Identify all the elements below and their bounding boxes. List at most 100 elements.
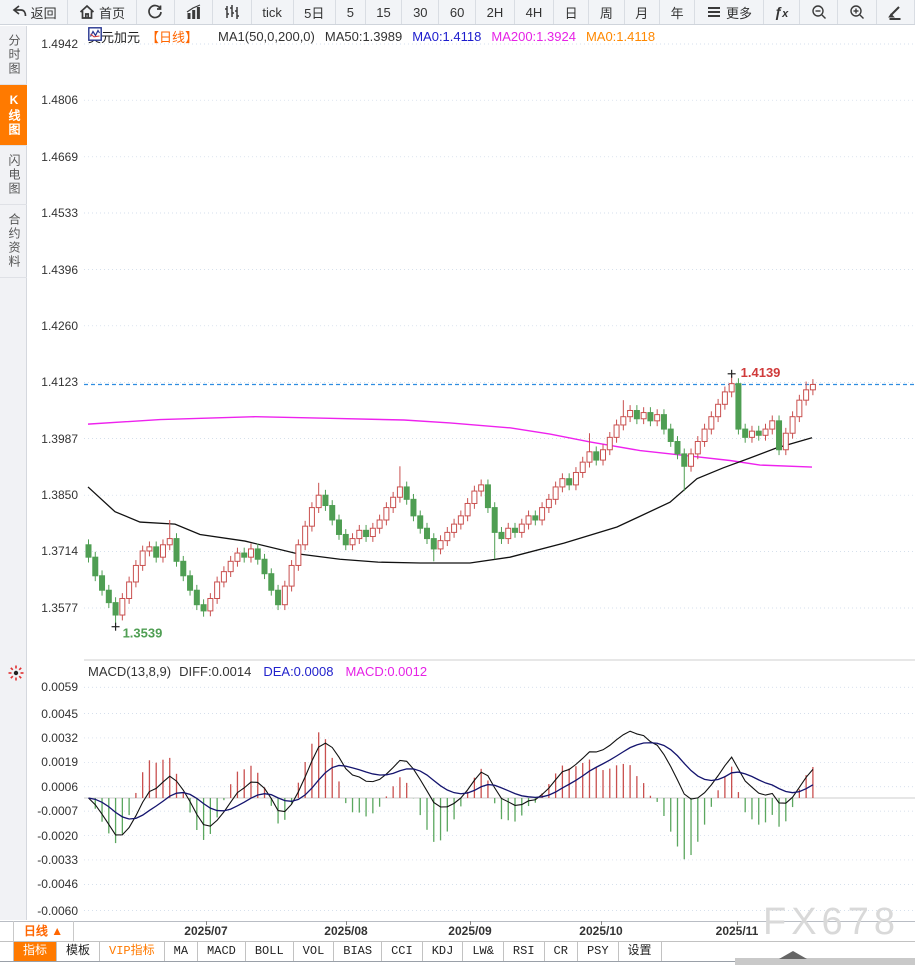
refresh-icon: [147, 4, 163, 20]
indicator-tab-PSY[interactable]: PSY: [578, 942, 619, 961]
toolbar-label: 4H: [525, 4, 543, 20]
macd-tick-label: -0.0060: [37, 903, 78, 918]
menu-icon: [706, 4, 722, 20]
pencil-icon: [887, 4, 903, 20]
toolbar-label: tick: [262, 4, 282, 20]
bar-chart-icon: [186, 4, 202, 20]
price-tick-label: 1.4260: [41, 318, 78, 333]
toolbar-label: 年: [670, 5, 684, 21]
toolbar-button-15[interactable]: 15: [366, 0, 403, 24]
macd-tick-label: 0.0006: [41, 779, 78, 794]
indicator-tab-CCI[interactable]: CCI: [382, 942, 423, 961]
toolbar-fx-icon[interactable]: ƒx: [764, 0, 800, 24]
indicator-tab-CR[interactable]: CR: [545, 942, 578, 961]
toolbar-button-60[interactable]: 60: [439, 0, 477, 24]
toolbar-button-5[interactable]: 5: [336, 0, 366, 24]
indicator-tab-MACD[interactable]: MACD: [198, 942, 246, 961]
toolbar-button-30[interactable]: 30: [402, 0, 440, 24]
macd-tick-label: -0.0020: [37, 828, 78, 843]
macd-tick-label: 0.0045: [41, 706, 78, 721]
price-tick-label: 1.3850: [41, 488, 78, 503]
chart-plot-area[interactable]: 1.4139 1.3539 美元加元 【日线】 MA1(50,0,200,0) MA50…: [84, 26, 915, 921]
toolbar-label: 5日: [304, 5, 325, 21]
zoom-out-icon: [811, 4, 827, 20]
toolbar-label: 2H: [486, 4, 504, 20]
indicator-tab-VOL[interactable]: VOL: [294, 942, 335, 961]
macd-tick-label: -0.0046: [37, 877, 78, 892]
fx-icon: ƒx: [774, 4, 789, 20]
toolbar-label: 日: [564, 5, 578, 21]
price-tick-label: 1.4669: [41, 149, 78, 164]
toolbar-label: 5: [346, 4, 354, 20]
toolbar-button-2H[interactable]: 2H: [476, 0, 515, 24]
sidebar-tab-K线图[interactable]: K线图: [0, 85, 27, 146]
sidebar-tab-合约资料[interactable]: 合约资料: [0, 205, 27, 278]
toolbar-zoom-in-icon[interactable]: [838, 0, 877, 24]
toolbar-button-5日[interactable]: 5日: [294, 0, 337, 24]
toolbar-button-tick[interactable]: tick: [252, 0, 294, 24]
toolbar-button-首页[interactable]: 首页: [68, 0, 137, 24]
indicator-tab-LW&[interactable]: LW&: [463, 942, 504, 961]
indicator-tab-KDJ[interactable]: KDJ: [423, 942, 464, 961]
top-toolbar: 返回 首页 tick 5日 5 15 30 60 2H 4H 日 周 月 年 更多 ƒx: [0, 0, 915, 25]
indicator-tab-VIP指标[interactable]: VIP指标: [100, 942, 165, 961]
toolbar-button-更多[interactable]: 更多: [695, 0, 764, 24]
svg-text:1.3539: 1.3539: [123, 626, 163, 641]
price-tick-label: 1.4396: [41, 262, 78, 277]
sidebar-tab-闪电图[interactable]: 闪电图: [0, 146, 27, 205]
macd-tick-label: 0.0059: [41, 680, 78, 695]
macd-tick-label: 0.0019: [41, 755, 78, 770]
candle-chart-icon: [224, 4, 240, 20]
toolbar-button-返回[interactable]: 返回: [0, 0, 69, 24]
indicator-tab-BOLL[interactable]: BOLL: [246, 942, 294, 961]
date-label: 2025/07: [184, 924, 228, 938]
indicator-tab-MA[interactable]: MA: [165, 942, 199, 961]
indicator-tab-模板[interactable]: 模板: [57, 942, 101, 961]
left-sidebar: 分时图 K线图 闪电图 合约资料: [0, 26, 27, 920]
indicator-tab-BIAS[interactable]: BIAS: [334, 942, 383, 961]
date-label: 2025/11: [715, 924, 759, 938]
toolbar-label: 返回: [30, 5, 57, 21]
macd-tick-label: -0.0007: [37, 804, 78, 819]
toolbar-button-4H[interactable]: 4H: [515, 0, 554, 24]
toolbar-button-年[interactable]: 年: [660, 0, 696, 24]
indicator-tab-设置[interactable]: 设置: [619, 942, 662, 961]
home-icon: [79, 4, 95, 20]
price-tick-label: 1.3987: [41, 431, 78, 446]
month-tick: [206, 921, 207, 925]
toolbar-label: 60: [449, 4, 465, 20]
indicator-tab-bar: 指标 模板 VIP指标 MA MACD BOLL VOL BIAS CCI KDJ LW& RSI CR…: [0, 941, 915, 962]
timeframe-selector[interactable]: 日线 ▲: [13, 921, 74, 941]
toolbar-label: 更多: [725, 5, 752, 21]
toolbar-button-周[interactable]: 周: [589, 0, 625, 24]
toolbar-label: 首页: [99, 5, 126, 21]
candlestick-macd-canvas[interactable]: 1.4139 1.3539: [84, 26, 915, 921]
indicator-tab-RSI[interactable]: RSI: [504, 942, 545, 961]
toolbar-label: 30: [413, 4, 428, 20]
toolbar-pencil-icon[interactable]: [877, 0, 915, 24]
month-tick: [601, 921, 602, 925]
indicator-marker-icon[interactable]: [8, 665, 24, 681]
indicator-tab-指标[interactable]: 指标: [13, 942, 58, 961]
month-tick: [737, 921, 738, 925]
bottom-scrollbar[interactable]: [735, 951, 915, 965]
month-tick: [470, 921, 471, 925]
toolbar-zoom-out-icon[interactable]: [800, 0, 839, 24]
toolbar-button-日[interactable]: 日: [554, 0, 590, 24]
price-tick-label: 1.4533: [41, 205, 78, 220]
zoom-in-icon: [849, 4, 865, 20]
toolbar-bar-chart-icon[interactable]: [175, 0, 214, 24]
date-axis: [0, 921, 915, 941]
date-label: 2025/09: [448, 924, 492, 938]
date-label: 2025/08: [324, 924, 368, 938]
toolbar-button-月[interactable]: 月: [625, 0, 660, 24]
toolbar-candle-chart-icon[interactable]: [213, 0, 252, 24]
toolbar-label: 周: [599, 5, 613, 21]
toolbar-label: 月: [635, 5, 649, 21]
sidebar-tab-分时图[interactable]: 分时图: [0, 26, 27, 85]
toolbar-label: 15: [376, 4, 391, 20]
scroll-up-arrow-icon[interactable]: [779, 951, 807, 959]
price-tick-label: 1.3714: [41, 544, 78, 559]
price-tick-label: 1.4942: [41, 37, 78, 51]
toolbar-refresh-icon[interactable]: [137, 0, 176, 24]
